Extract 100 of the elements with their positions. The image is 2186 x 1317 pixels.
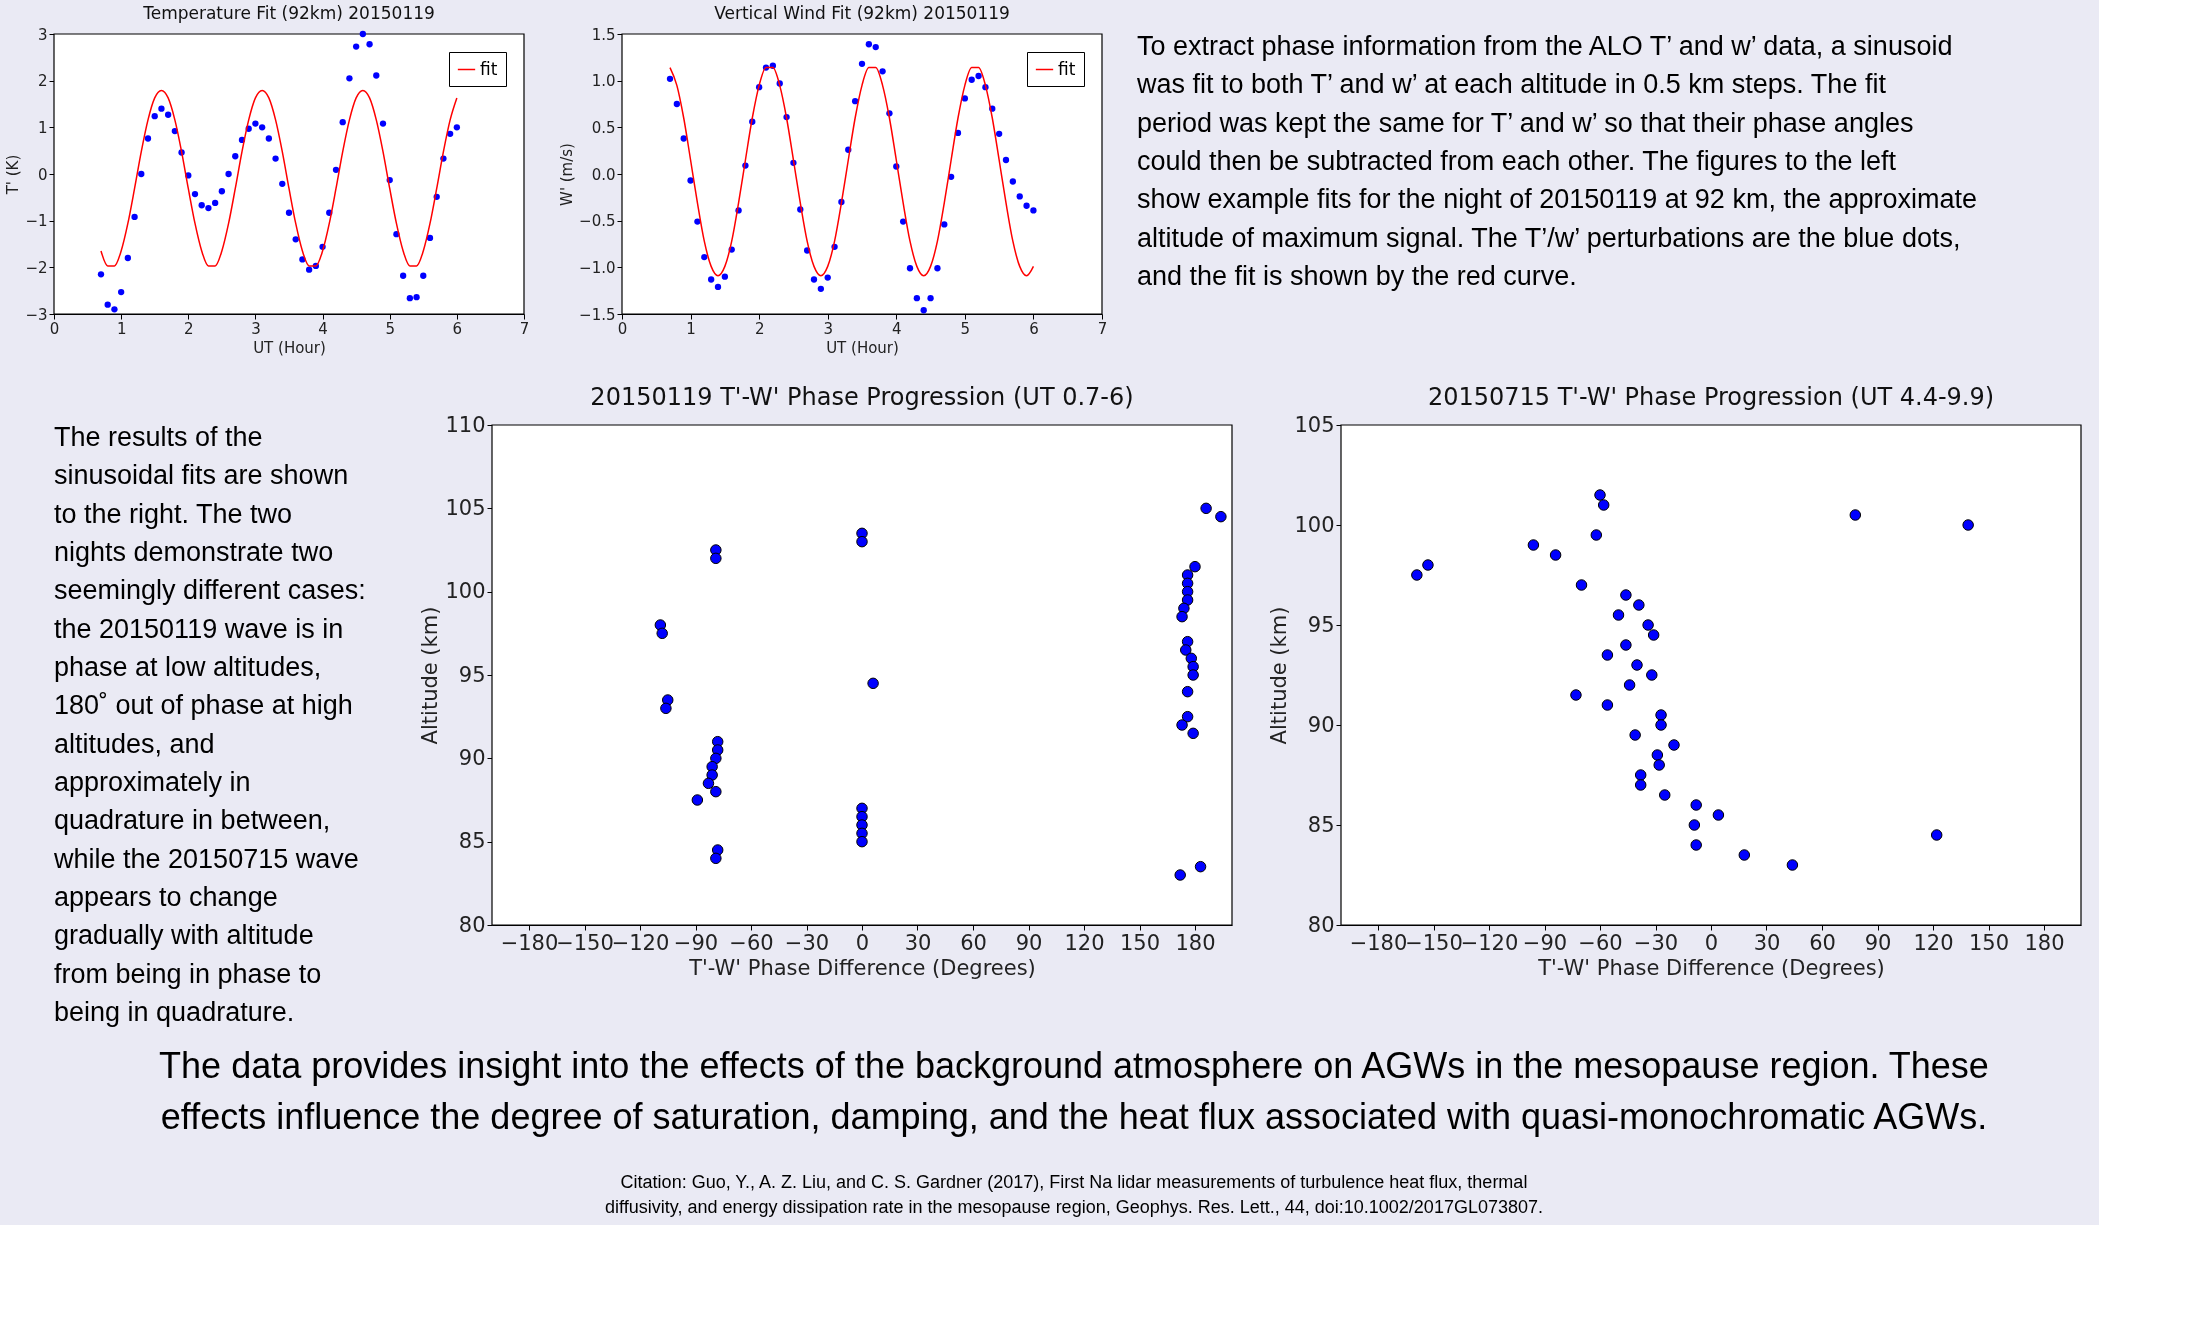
y-tick-label: 1.5	[591, 25, 616, 44]
point	[1187, 727, 1199, 740]
point	[352, 43, 360, 50]
point	[279, 180, 286, 187]
x-tick-label: 0	[1704, 930, 1719, 955]
y-tick-label: 1	[37, 118, 48, 137]
x-tick-label: −180	[1349, 930, 1408, 955]
point	[359, 30, 367, 38]
point	[927, 294, 934, 302]
point	[879, 68, 886, 75]
x-tick-label: −150	[1405, 930, 1463, 955]
x-tick-label: 180	[1175, 930, 1216, 955]
x-tick-label: −60	[1578, 930, 1623, 955]
point	[164, 111, 172, 118]
point	[138, 170, 145, 178]
x-tick-label: −90	[1522, 930, 1568, 955]
x-tick-label: 60	[1809, 930, 1836, 955]
y-tick-label: 90	[1307, 712, 1335, 737]
point	[218, 188, 226, 195]
point	[1629, 729, 1641, 741]
point	[707, 276, 715, 283]
point	[714, 283, 722, 291]
point	[1651, 749, 1664, 761]
chart-title: Temperature Fit (92km) 20150119	[142, 3, 435, 23]
point	[1655, 709, 1667, 721]
y-axis-title: T' (K)	[4, 154, 23, 196]
x-tick-label: 90	[1864, 930, 1892, 955]
x-tick-label: 4	[892, 319, 902, 338]
point	[913, 294, 921, 302]
point	[232, 153, 239, 160]
y-tick-label: 3	[37, 25, 48, 44]
point	[691, 794, 704, 806]
point	[1690, 799, 1702, 811]
legend-label: fit	[1058, 58, 1076, 79]
point	[346, 75, 353, 82]
chart-title: 20150715 T'-W' Phase Progression (UT 4.4-9.9)	[1427, 383, 1995, 411]
x-tick-label: −180	[500, 930, 559, 955]
y-tick-label: −1	[25, 212, 48, 231]
point	[810, 276, 818, 283]
x-axis-title: T'-W' Phase Difference (Degrees)	[688, 955, 1036, 980]
point	[1215, 510, 1227, 523]
text: The results of the sinusoidal fits are shown to the right. The two nights demonstrate two seemingly different cases: the 20150119 wave is in phase at low altitudes, 180˚ out of phase at high altitudes, and approximately in quadrature in between, while the 20150715 wave appears to change gradually with altitude from being in phase to being in quadrature.	[54, 422, 366, 1028]
point	[1668, 739, 1680, 751]
text: To extract phase information from the ALO T’ and w’ data, a sinusoid was fit to both T’ and w’ at each altitude in 0.5 km steps. The fit period was kept the same for T’ and w’ so that their phase angles could then be subtracted from each other. The figures to the left show example fits for the night of 20150119 at 92 km, the approximate altitude of maximum signal. The T’/w’ perturbations are the blue dots, and the fit is shown by the red curve.	[1136, 31, 1977, 292]
point	[1411, 569, 1423, 581]
point	[1575, 579, 1588, 591]
point	[1187, 669, 1199, 681]
point	[1570, 689, 1582, 701]
point	[97, 271, 105, 278]
x-tick-label: 150	[1968, 930, 2010, 955]
x-tick-label: 0	[49, 319, 60, 338]
y-tick-label: 95	[458, 662, 486, 687]
x-tick-label: 5	[960, 319, 971, 338]
point	[1597, 499, 1610, 511]
x-tick-label: 3	[251, 319, 261, 338]
point	[211, 199, 219, 207]
x-tick-label: −30	[784, 930, 830, 955]
point	[824, 274, 831, 281]
y-axis-title: Altitude (km)	[1267, 606, 1292, 745]
point	[1623, 679, 1636, 691]
point	[131, 213, 138, 221]
point	[1176, 610, 1188, 623]
point	[1633, 599, 1645, 611]
point	[961, 95, 969, 102]
point	[366, 41, 373, 48]
point	[117, 288, 125, 296]
legend-label: fit	[480, 58, 498, 79]
point	[1634, 769, 1647, 781]
point	[865, 41, 873, 48]
point	[144, 135, 152, 142]
y-tick-label: 95	[1307, 612, 1335, 637]
point	[1612, 609, 1625, 621]
point	[198, 202, 205, 209]
point	[1849, 509, 1862, 521]
point	[1647, 629, 1660, 641]
y-tick-label: 85	[1307, 812, 1335, 837]
point	[1181, 685, 1194, 698]
x-axis-title: UT (Hour)	[253, 338, 326, 357]
point	[1176, 719, 1188, 731]
point	[399, 272, 407, 279]
y-tick-label: 0.0	[591, 165, 616, 184]
point	[710, 552, 722, 565]
point	[453, 124, 461, 131]
x-tick-label: 7	[519, 319, 530, 338]
point	[666, 75, 674, 82]
x-tick-label: 2	[754, 319, 765, 338]
point	[934, 265, 941, 272]
y-tick-label: −1.5	[579, 305, 616, 324]
point	[1620, 639, 1632, 651]
point	[673, 100, 681, 108]
point	[1962, 519, 1974, 531]
x-tick-label: 60	[960, 930, 987, 955]
point	[706, 769, 718, 781]
x-tick-label: 6	[452, 319, 463, 338]
x-tick-label: 6	[1029, 319, 1039, 338]
text: Citation: Guo, Y., A. Z. Liu, and C. S. Gardner (2017), First Na lidar measurements of turbulence heat flux, thermal diffusivity, and energy dissipation rate in the mesopause region, Geophys. Res. Lett., 44, doi:10.1002/2017GL073807.	[605, 1171, 1543, 1218]
point	[1688, 819, 1701, 831]
point	[701, 253, 708, 261]
x-tick-label: 90	[1015, 930, 1043, 955]
point	[656, 627, 668, 640]
